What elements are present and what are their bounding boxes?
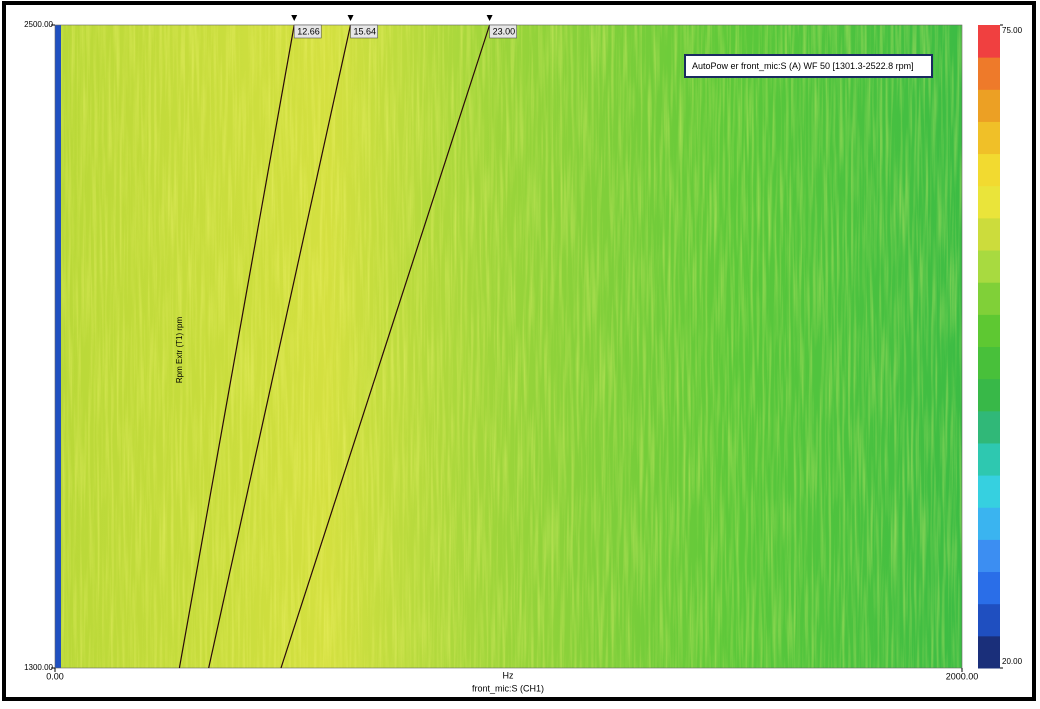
colorbar-band xyxy=(978,25,1000,58)
colorbar-band xyxy=(978,443,1000,476)
order-marker xyxy=(487,15,493,21)
x-axis-label: front_mic:S (CH1) xyxy=(472,683,544,693)
plot-area xyxy=(55,25,962,668)
order-label: 12.66 xyxy=(297,26,320,36)
colorbar-band xyxy=(978,121,1000,154)
order-label: 23.00 xyxy=(493,26,516,36)
colorbar-band xyxy=(978,218,1000,251)
order-marker xyxy=(348,15,354,21)
x-unit: Hz xyxy=(503,670,514,680)
colorbar-band xyxy=(978,539,1000,572)
colorbar-band xyxy=(978,154,1000,187)
order-marker xyxy=(291,15,297,21)
colorbar-label: 20.00 xyxy=(1002,657,1023,666)
colorbar-band xyxy=(978,636,1000,669)
colorbar-band xyxy=(978,475,1000,508)
x-tick-label: 2000.00 xyxy=(946,671,979,681)
spectrum-texture xyxy=(55,25,962,668)
colorbar-band xyxy=(978,282,1000,315)
colorbar-band xyxy=(978,572,1000,605)
y-axis-label: Rpm Extr (T1) rpm xyxy=(175,317,184,384)
colorbar-band xyxy=(978,57,1000,90)
low-band xyxy=(55,25,61,668)
colorbar-band xyxy=(978,604,1000,637)
colorbar-band xyxy=(978,186,1000,219)
colorbar-band xyxy=(978,379,1000,412)
x-tick-label: 0.00 xyxy=(46,671,64,681)
colorbar-band xyxy=(978,89,1000,122)
colorbar-band xyxy=(978,411,1000,444)
colorbar-band xyxy=(978,314,1000,347)
colorbar-band xyxy=(978,507,1000,540)
legend-title: AutoPow er front_mic:S (A) WF 50 [1301.3… xyxy=(692,61,914,71)
colorbar-band xyxy=(978,250,1000,283)
chart: 1300.002500.000.002000.0020.0075.0012.66… xyxy=(0,0,1040,709)
colorbar-label: 75.00 xyxy=(1002,26,1023,35)
y-tick-label: 2500.00 xyxy=(24,20,53,29)
order-label: 15.64 xyxy=(354,26,377,36)
colorbar-band xyxy=(978,347,1000,380)
